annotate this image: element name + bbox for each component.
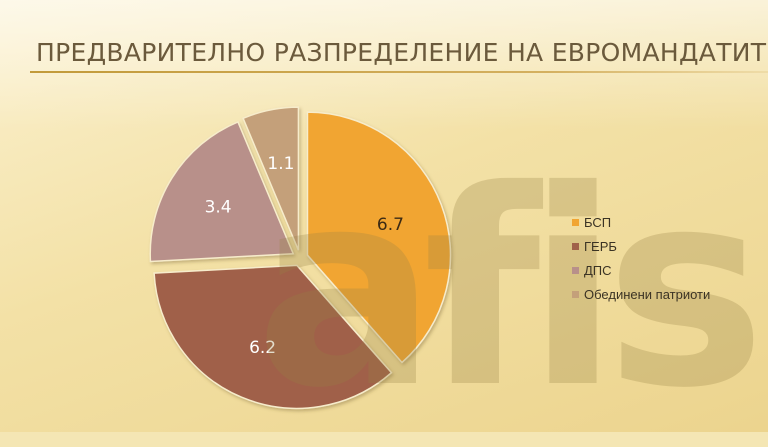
legend-swatch (572, 242, 579, 250)
pie-value-labels: 6.7 6.2 3.4 1.1 (205, 154, 404, 358)
legend-item-2: ГЕРБ (572, 234, 710, 258)
legend-label: ГЕРБ (584, 238, 617, 254)
pie-value-label-3: 3.4 (205, 198, 232, 218)
pie-slices (149, 106, 452, 410)
pie-slice-3 (149, 120, 295, 263)
pie-slice-1 (306, 111, 452, 364)
legend-item-3: ДПС (572, 258, 710, 282)
legend-label: БСП (584, 214, 612, 230)
pie-value-label-4: 1.1 (267, 154, 294, 174)
slide-title: ПРЕДВАРИТЕЛНО РАЗПРЕДЕЛЕНИЕ НА ЕВРОМАНДА… (36, 38, 768, 67)
legend-swatch (572, 218, 579, 226)
legend-label: Обединени патриоти (584, 286, 711, 302)
legend-swatch (572, 290, 579, 298)
legend-item-1: БСП (572, 210, 710, 234)
pie-chart: 6.7 6.2 3.4 1.1 (149, 106, 452, 410)
pie-slice-4 (242, 106, 300, 251)
pie-value-label-2: 6.2 (249, 338, 276, 358)
pie-value-label-1: 6.7 (377, 215, 404, 235)
legend-swatch (572, 266, 579, 274)
chart-legend: БСП ГЕРБ ДПС Обединени патриоти (572, 210, 710, 306)
pie-slice-2 (153, 264, 393, 410)
legend-item-4: Обединени патриоти (572, 282, 710, 306)
legend-label: ДПС (584, 262, 612, 278)
title-underline (30, 71, 768, 73)
